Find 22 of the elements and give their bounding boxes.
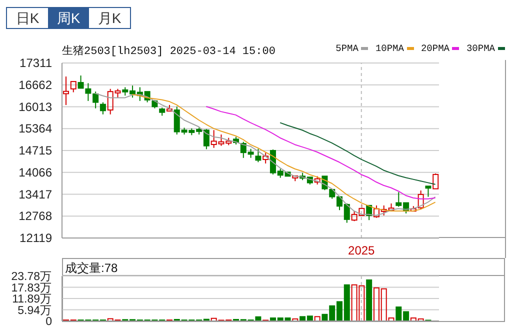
y-tick-label: 13417 [18,187,52,202]
legend-label: 30PMA [466,43,496,54]
chart-title: 生猪2503[lh2503] 2025-03-14 15:00 [62,44,276,58]
y-tick-label: 16662 [18,78,52,92]
y-tick-label: 12768 [18,209,52,224]
y-tick-label: 14715 [18,144,52,158]
y-tick-label: 15364 [18,122,52,136]
y-tick-label: 17.83万 [11,281,52,294]
legend-label: 10PMA [375,43,405,54]
chart-title: 成交量:78 [65,260,118,277]
y-tick-label: 12119 [20,231,52,245]
y-tick-label: 17311 [20,56,52,70]
y-tick-label: 11.89万 [12,292,52,306]
y-tick-label: 5.94万 [18,304,52,317]
tab-button: 周K [48,8,89,28]
x-tick-label: 2025 [348,244,376,258]
y-tick-label: 0 [46,316,52,328]
y-tick-label: 16013 [18,100,52,114]
y-tick-label: 23.78万 [11,270,52,283]
legend-label: 5PMA [336,43,360,54]
legend-label: 20PMA [420,43,450,54]
y-tick-label: 14066 [18,165,52,180]
